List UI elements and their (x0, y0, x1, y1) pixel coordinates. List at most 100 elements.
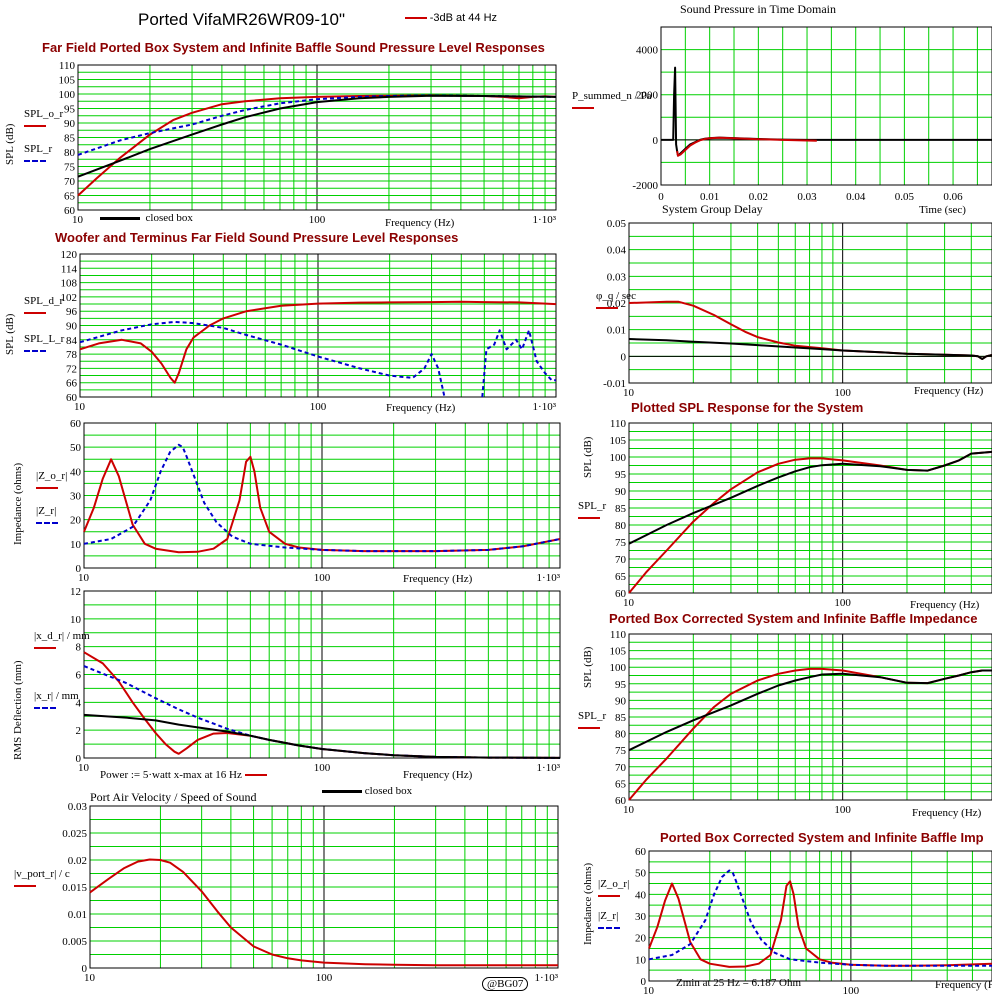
plot-frame (628, 422, 992, 594)
p10-note: Zmin at 25 Hz = 6.187 Ohm (676, 977, 802, 989)
y-tick-label: 102 (61, 292, 78, 304)
x-axis-label: Frequency (Hz) (385, 217, 455, 229)
x-tick-label: 10 (643, 985, 655, 997)
series-woofer (79, 300, 557, 384)
y-tick-label: 30 (635, 911, 647, 923)
legend-swatch-blue (24, 160, 46, 163)
p2-title: Woofer and Terminus Far Field Sound Pres… (55, 230, 459, 245)
plot-frame (83, 590, 561, 759)
plot-frame (648, 850, 992, 982)
p9-y1-label: SPL_r (578, 710, 607, 722)
series-summed_pressure_red (676, 136, 817, 157)
p1-legend-2: SPL_r (24, 143, 52, 167)
p4-note-label: Power := 5·watt x-max at 16 Hz (100, 769, 242, 781)
y-tick-label: 80 (615, 520, 627, 532)
y-tick-label: 0.025 (62, 828, 87, 840)
y-tick-label: 0.01 (68, 909, 87, 921)
x-axis-label: Frequency (Hz) (386, 402, 456, 414)
plot-frame (628, 633, 992, 801)
legend-swatch-blue (598, 927, 620, 930)
p7-y1-label: φ_q / sec (596, 290, 636, 302)
y-tick-label: 90 (64, 118, 76, 130)
y-tick-label: 60 (635, 846, 647, 858)
y-tick-label: 96 (66, 306, 78, 318)
badge: @BG07 (482, 977, 529, 991)
p7-chart: -0.01 0 0.01 0.02 0.03 0.04 0.05 10 100 Frequency… (603, 218, 992, 399)
y-tick-label: 2 (76, 725, 82, 737)
y-tick-label: 0.01 (607, 325, 626, 337)
legend-swatch-red (405, 17, 427, 20)
p3-legend-2: |Z_r| (36, 505, 58, 529)
p3-legend-1: |Z_o_r| (36, 470, 67, 494)
x-tick-label: 10 (78, 762, 90, 774)
x-tick-label: 10 (74, 401, 86, 413)
series-ported_spl_corrected (628, 667, 992, 801)
x-axis-label: Frequency (Hz) (912, 807, 982, 819)
x-tick-label: 1·10³ (533, 401, 557, 413)
p3-y1-label: |Z_o_r| (36, 470, 68, 482)
y-tick-label: 65 (615, 571, 627, 583)
y-tick-label: 0.03 (68, 801, 88, 813)
y-tick-label: 0.03 (607, 271, 627, 283)
p8-legend-1: SPL_r (578, 500, 606, 524)
y-tick-label: 85 (615, 503, 627, 515)
series-infinite_baffle_impedance_r (648, 869, 992, 967)
y-tick-label: 120 (61, 249, 78, 261)
legend-swatch-black (100, 216, 140, 220)
p4-y1-label: |x_d_r| / mm (34, 630, 90, 642)
y-tick-label: 20 (70, 515, 82, 527)
y-tick-label: 0 (76, 753, 82, 765)
p2-y1-label: SPL_d_r (24, 295, 64, 307)
y-tick-label: 0 (76, 563, 82, 575)
y-tick-label: 70 (615, 762, 627, 774)
y-tick-label: 12 (70, 586, 81, 598)
x-tick-label: 0.04 (846, 191, 866, 203)
y-tick-label: 78 (66, 349, 78, 361)
y-tick-label: 60 (66, 392, 78, 404)
y-tick-label: 110 (610, 418, 627, 430)
series-closed_spl_corrected (628, 669, 992, 752)
p10-legend-1: |Z_o_r| (598, 878, 629, 902)
x-tick-label: 100 (316, 972, 333, 984)
legend-swatch-red (14, 885, 36, 888)
p9-chart: 60 65 70 75 80 85 90 95 100 105 110 10 100 Frequency … (610, 629, 992, 819)
series-infinite_baffle_impedance (83, 443, 561, 553)
x-tick-label: 100 (314, 572, 331, 584)
p3-y2-label: |Z_r| (36, 505, 57, 517)
plot-frame (83, 422, 561, 569)
series-group_delay_ported (628, 300, 992, 360)
y-tick-label: 60 (615, 588, 627, 600)
p4-chart: 0 2 4 6 8 10 12 10 100 1·10³ Frequency (Hz) (70, 586, 561, 781)
series-closed_box (77, 94, 557, 178)
y-tick-label: 85 (64, 133, 76, 145)
legend-swatch-red (24, 312, 46, 315)
p6-y1-label: P_summed_n / Pa (572, 90, 652, 102)
series-summed_pressure_black (661, 66, 992, 157)
y-tick-label: 105 (610, 646, 627, 658)
page-title: Ported VifaMR26WR09-10" (138, 10, 345, 29)
p1-closed-box-legend: closed box (100, 212, 193, 224)
y-tick-label: 60 (64, 205, 76, 217)
x-axis-label: Time (sec) (919, 204, 966, 216)
series-port_velocity (89, 858, 558, 967)
y-tick-label: 10 (635, 954, 647, 966)
legend-swatch-blue (36, 522, 58, 525)
legend-swatch-black (322, 789, 362, 793)
y-tick-label: 65 (615, 778, 627, 790)
x-tick-label: 0.01 (700, 191, 719, 203)
p1-closed-box-label: closed box (145, 212, 193, 224)
legend-swatch-red (244, 774, 267, 777)
p10-y2-label: |Z_r| (598, 910, 619, 922)
y-tick-label: 75 (64, 162, 76, 174)
x-axis-label: Frequency (Hz) (914, 385, 984, 397)
x-axis-label: Frequency (Hz) (935, 979, 992, 991)
x-tick-label: 100 (310, 401, 327, 413)
x-axis-label: Frequency (Hz) (403, 573, 473, 585)
p2-chart: 60 66 72 78 84 90 96 102 108 114 120 10 100 1·10³ Freq… (61, 249, 557, 414)
series-group_delay_closed (628, 338, 992, 360)
x-tick-label: 10 (623, 387, 635, 399)
y-tick-label: 0.05 (607, 218, 627, 230)
y-tick-label: 0.015 (62, 882, 87, 894)
